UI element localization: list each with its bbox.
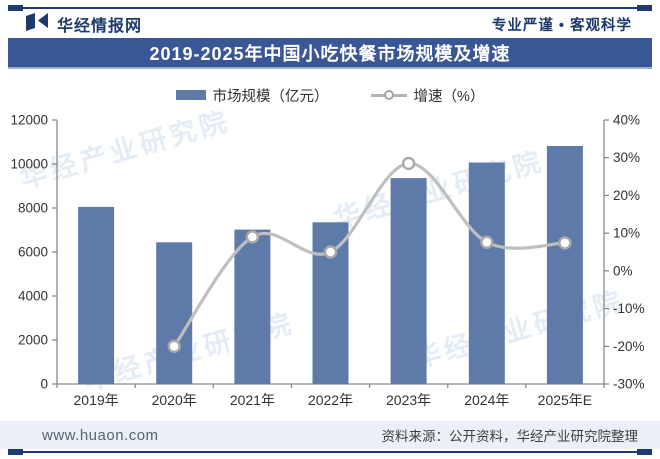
bottom-accent-rule [8,448,652,455]
svg-text:2000: 2000 [18,333,48,348]
rule-right-cap [637,4,652,11]
footer: www.huaon.com 资料来源：公开资料，华经产业研究院整理 [0,421,660,449]
data-source-text: 资料来源：公开资料，华经产业研究院整理 [381,429,639,444]
rule-line [23,6,637,9]
svg-text:20%: 20% [613,188,640,203]
svg-text:-10%: -10% [613,301,645,316]
bar-2025年E [546,146,583,384]
x-label: 2024年 [464,392,509,408]
x-label: 2019年 [74,392,119,408]
bar-2023年 [390,178,427,384]
legend-item-market-size: 市场规模（亿元） [175,85,329,106]
book-logo-icon [26,12,49,36]
top-accent-rule [8,4,652,11]
growth-marker [558,236,572,250]
legend-line-label: 增速（%） [413,88,485,105]
brand-name: 华经情报网 [57,18,143,35]
svg-text:0: 0 [40,377,48,392]
svg-text:6000: 6000 [18,245,48,260]
x-label: 2021年 [230,392,275,408]
slogan: 专业严谨 • 客观科学 [491,17,632,34]
x-label: 2022年 [308,392,353,408]
svg-text:4000: 4000 [18,289,48,304]
brand: 华经情报网 [26,12,142,36]
growth-marker [401,156,416,171]
legend-bar-label: 市场规模（亿元） [212,88,329,105]
x-label: 2025年E [538,392,592,408]
line-marker-icon [370,89,407,100]
page-title: 2019-2025年中国小吃快餐市场规模及增速 [8,38,652,69]
header: 华经情报网 专业严谨 • 客观科学 [8,11,652,37]
growth-marker [245,230,260,244]
bar-2024年 [468,162,505,384]
rule-left-cap [8,448,23,455]
rule-line [23,450,637,453]
rule-right-cap [637,448,652,455]
x-label: 2020年 [152,392,197,408]
chart-legend: 市场规模（亿元） 增速（%） [0,85,660,105]
svg-text:30%: 30% [613,150,640,165]
growth-marker [323,245,338,259]
svg-text:10%: 10% [613,226,640,241]
rule-left-cap [8,4,23,11]
bar-2019年 [78,206,115,384]
chart-area: 0 2000 4000 6000 8000 10000 12000 -30% -20% -10% 0… [0,106,660,418]
svg-text:10000: 10000 [10,157,48,172]
bar-swatch-icon [175,90,206,100]
growth-line [172,161,565,348]
svg-text:40%: 40% [613,113,640,128]
growth-marker [167,339,181,354]
legend-item-growth: 增速（%） [370,85,485,106]
svg-text:-30%: -30% [613,377,645,392]
x-label: 2023年 [386,392,431,408]
svg-text:12000: 12000 [10,113,48,128]
chart-svg: 0 2000 4000 6000 8000 10000 12000 -30% -20% -10% 0… [10,113,645,409]
website-text: www.huaon.com [42,426,159,444]
bar-2021年 [234,229,271,384]
svg-text:-20%: -20% [613,339,645,354]
svg-text:0%: 0% [613,263,633,278]
svg-text:8000: 8000 [18,201,48,216]
growth-marker [480,235,494,249]
bar-2020年 [156,242,193,384]
